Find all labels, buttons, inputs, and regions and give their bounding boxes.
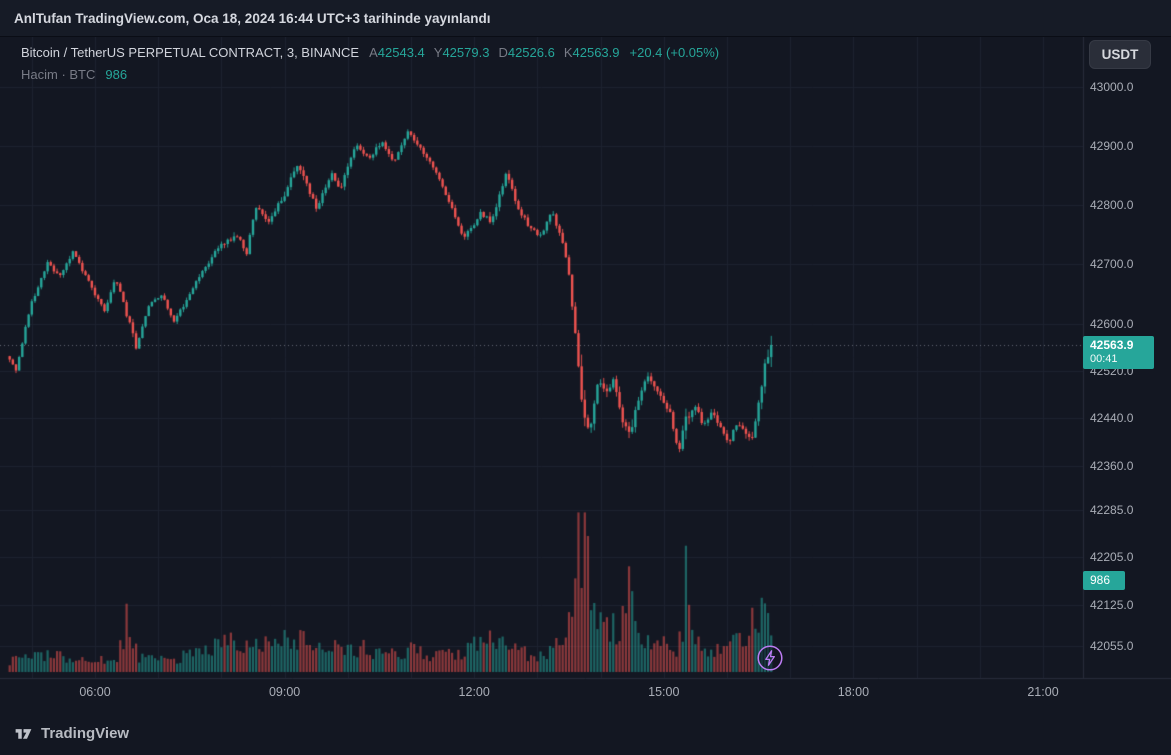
- ohlc-values: A 42543.4 Y 42579.3 D 42526.6 K 42563.9: [369, 45, 619, 60]
- time-tick-label: 09:00: [268, 685, 301, 699]
- price-tick-label: 42800.0: [1090, 198, 1134, 213]
- legend-symbol-row: Bitcoin / TetherUS PERPETUAL CONTRACT, 3…: [21, 45, 719, 65]
- lightning-button[interactable]: [757, 645, 783, 671]
- bar-countdown: 00:41: [1090, 352, 1118, 365]
- price-tick-label: 42205.0: [1090, 550, 1134, 565]
- ohlc-pair: Y 42579.3: [434, 45, 490, 60]
- price-tick-label: 42900.0: [1090, 139, 1134, 154]
- price-change: +20.4 (+0.05%): [629, 45, 720, 60]
- lightning-bolt-icon: [757, 645, 783, 671]
- price-tick-label: 42440.0: [1090, 411, 1134, 426]
- price-tick-label: 42600.0: [1090, 316, 1134, 331]
- volume-axis-badge: 986: [1083, 571, 1125, 590]
- price-tick-label: 42125.0: [1090, 597, 1134, 612]
- ohlc-pair: A 42543.4: [369, 45, 425, 60]
- time-tick-label: 15:00: [648, 685, 680, 699]
- time-tick-label: 21:00: [1027, 685, 1059, 699]
- chart-area: Bitcoin / TetherUS PERPETUAL CONTRACT, 3…: [0, 37, 1171, 712]
- tradingview-brand[interactable]: TradingView: [41, 725, 130, 742]
- ohlc-value: 42526.6: [507, 45, 555, 60]
- ohlc-label: A: [369, 45, 378, 60]
- last-price-label: 42563.9 00:41: [1083, 335, 1154, 369]
- ohlc-label: K: [563, 45, 573, 60]
- ohlc-value: 42579.3: [442, 45, 490, 60]
- ohlc-value: 42543.4: [377, 45, 425, 60]
- chart-legend: Bitcoin / TetherUS PERPETUAL CONTRACT, 3…: [21, 45, 719, 87]
- ohlc-pair: K 42563.9: [564, 45, 620, 60]
- ohlc-value: 42563.9: [572, 45, 620, 60]
- ohlc-label: D: [498, 45, 508, 60]
- last-price-value: 42563.9: [1090, 337, 1134, 352]
- price-tick-label: 42700.0: [1090, 257, 1134, 272]
- volume-value: 986: [105, 67, 128, 82]
- ohlc-label: Y: [433, 45, 443, 60]
- symbol-title[interactable]: Bitcoin / TetherUS PERPETUAL CONTRACT, 3…: [21, 45, 360, 60]
- price-tick-label: 42360.0: [1090, 458, 1134, 473]
- legend-volume-row: Hacim · BTC 986: [21, 67, 719, 87]
- footer: TradingView: [0, 712, 1171, 755]
- time-tick-label: 06:00: [79, 685, 111, 699]
- time-tick-label: 12:00: [458, 685, 490, 699]
- volume-label: Hacim · BTC: [21, 67, 96, 82]
- publish-info-bar: AnlTufan TradingView.com, Oca 18, 2024 1…: [0, 0, 1171, 37]
- chart-canvas[interactable]: [0, 37, 1171, 712]
- publish-info-text: AnlTufan TradingView.com, Oca 18, 2024 1…: [14, 10, 491, 26]
- price-tick-label: 42055.0: [1090, 638, 1134, 653]
- time-scale[interactable]: 06:00 09:00 12:00 15:00 18:00 21:00: [0, 678, 1171, 712]
- currency-toggle-button[interactable]: USDT: [1089, 40, 1151, 69]
- price-tick-label: 43000.0: [1090, 80, 1134, 94]
- tradingview-logo-icon[interactable]: [13, 723, 34, 744]
- time-tick-label: 18:00: [837, 685, 870, 699]
- price-scale[interactable]: 43000.0 42900.0 42800.0 42700.0 42600.0 42520…: [1083, 37, 1171, 678]
- price-tick-label: 42285.0: [1090, 502, 1134, 517]
- ohlc-pair: D 42526.6: [498, 45, 554, 60]
